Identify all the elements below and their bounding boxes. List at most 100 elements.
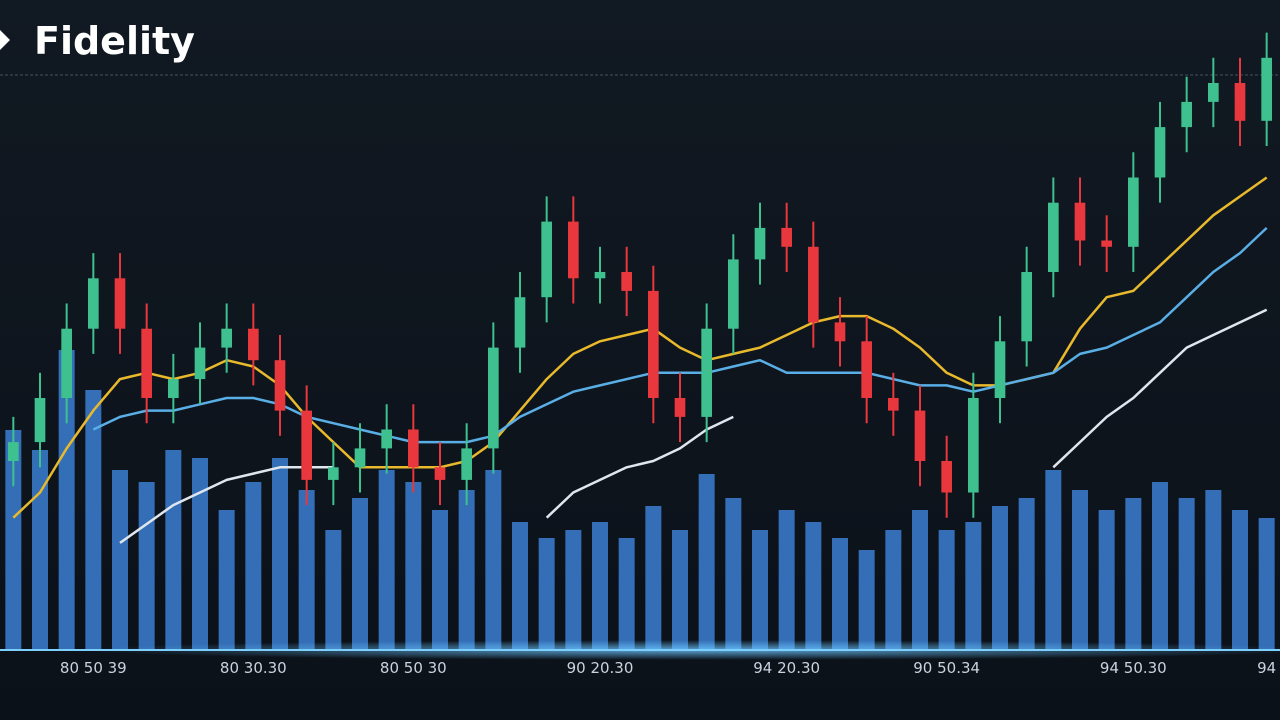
volume-bar [485,470,502,650]
volume-bar [565,530,582,650]
candle-body [88,278,99,329]
volume-bar [992,506,1008,650]
candle-body [381,429,392,449]
candle-body [168,379,179,398]
volume-bar [725,498,742,650]
candle-body [434,467,446,480]
candle-body [541,221,552,298]
candle-body [754,227,766,260]
candle-body [728,259,739,329]
candle-body [328,467,339,480]
candle-body [1101,240,1112,247]
candle-body [781,227,792,247]
volume-bar [192,458,208,650]
candle-body [861,341,872,398]
volume-bar [752,530,768,650]
volume-bar [1045,470,1062,650]
volume-bar [698,474,715,650]
volume-bar [1098,510,1115,650]
candle-body [674,398,686,417]
moving-average-line [12,176,1268,519]
volume-bar [805,522,822,650]
x-tick-label: 90 20.30 [567,659,634,677]
candle-body [1261,57,1272,121]
volume-bar [938,530,955,650]
volume-bar [405,482,422,650]
x-tick-label: 80 30.30 [220,659,287,677]
candle-body [1234,83,1246,121]
x-axis: 80 50 39 80 30.30 80 50 30 90 20.30 94 20.30… [60,659,1276,677]
candle-body [701,328,712,417]
volume-bar [325,530,342,650]
candle-body [1048,202,1059,272]
candle-body [914,410,926,461]
candle-body [994,341,1006,398]
candle-body [8,442,19,461]
candle-body [408,429,419,468]
volume-bar [512,522,528,650]
x-tick-label: 94 20.30 [753,659,820,677]
volume-bar [218,510,235,650]
candle-body [354,448,366,468]
logo-icon [0,30,10,50]
volume-bar [1205,490,1222,650]
volume-bar [672,530,688,650]
candle-body [141,328,152,398]
volume-bar [618,538,635,650]
candle-body [888,398,899,411]
candle-body [194,347,206,380]
x-tick-label: 94 [1257,659,1276,677]
volume-bar [1152,482,1168,650]
candle-body [941,461,952,493]
candle-body [621,272,632,291]
candle-body [568,221,579,279]
volume-layer [5,350,1275,650]
volume-bar [885,530,902,650]
candle-body [808,246,819,323]
volume-bar [1125,498,1142,650]
volume-bar [458,490,475,650]
candle-body [61,328,72,398]
volume-bar [378,470,395,650]
volume-bar [1072,490,1088,650]
candle-body [1074,202,1086,241]
candle-body [514,297,526,348]
volume-bar [85,390,102,650]
volume-bar [352,498,368,650]
candle-body [594,272,606,279]
volume-bar [832,538,848,650]
volume-bar [778,510,795,650]
candle-body [274,360,286,411]
x-tick-label: 80 50 39 [60,659,127,677]
volume-bar [1018,498,1035,650]
volume-bar [5,430,22,650]
volume-bar [32,450,48,650]
candle-body [488,347,499,449]
volume-bar [1178,498,1195,650]
volume-bar [272,458,288,650]
candle-body [1021,272,1032,342]
volume-bar [138,482,155,650]
volume-bar [432,510,448,650]
x-tick-label: 94 50.30 [1100,659,1167,677]
volume-bar [58,350,75,650]
volume-bar [112,470,128,650]
candle-body [1181,101,1192,128]
volume-bar [645,506,662,650]
candle-body [834,322,846,342]
candle-body [1208,83,1219,102]
volume-bar [298,490,315,650]
candle-body [114,278,126,329]
candle-body [221,328,232,348]
x-tick-label: 80 50 30 [380,659,447,677]
candle-body [248,328,259,361]
logo: Fidelity [34,19,195,63]
x-tick-label: 90 50.34 [913,659,980,677]
volume-bar [165,450,182,650]
volume-bar [912,510,928,650]
candle-body [461,448,472,480]
moving-average-line [119,308,1268,544]
volume-bar [965,522,982,650]
